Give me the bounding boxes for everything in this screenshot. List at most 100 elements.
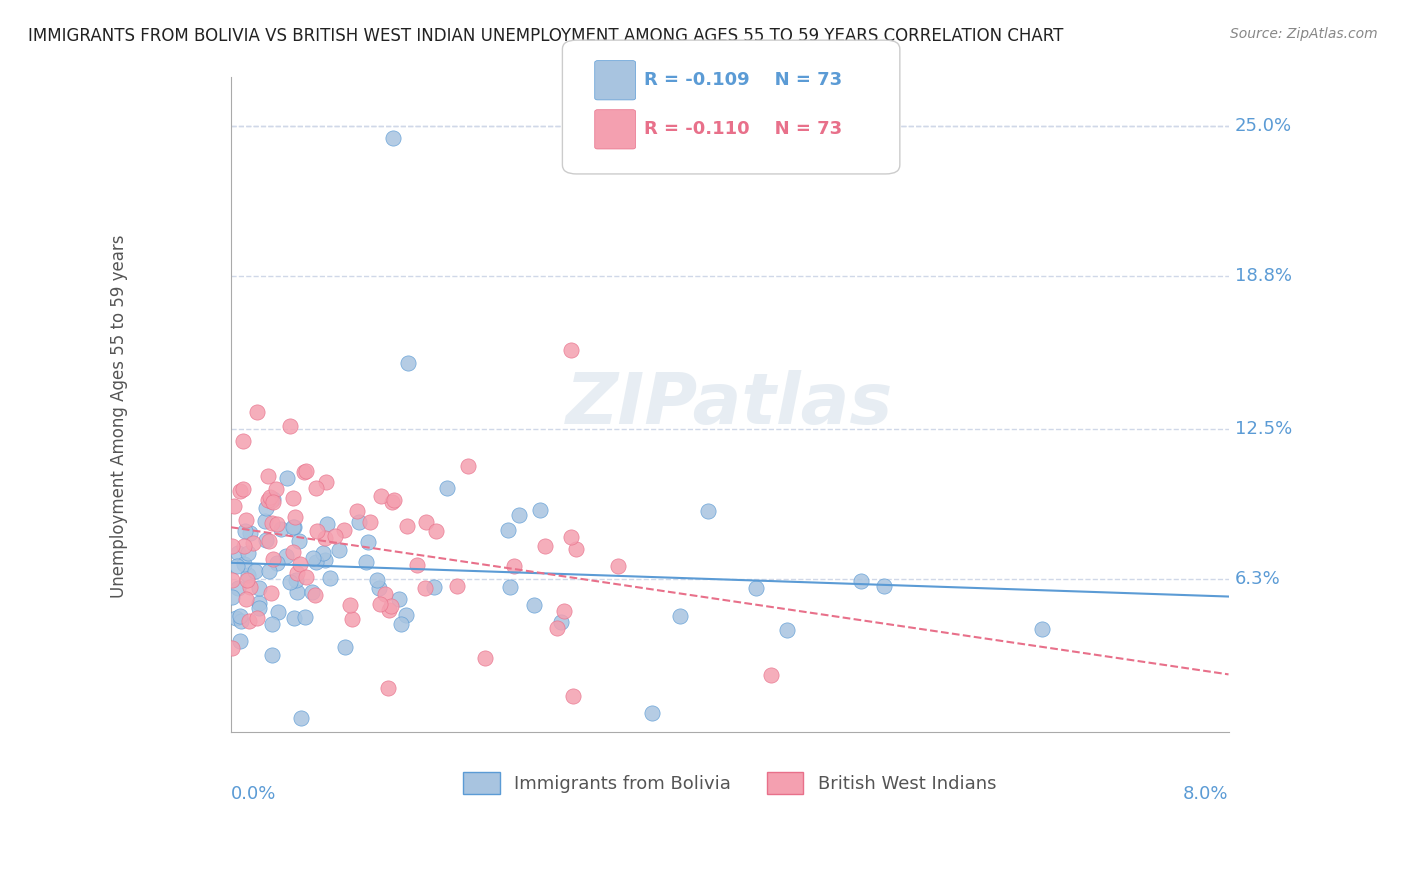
Point — [262, 494, 284, 508]
Point — [267, 605, 290, 619]
Point — [270, 522, 292, 536]
Point — [221, 640, 243, 655]
Point — [221, 573, 243, 587]
Point — [254, 501, 277, 516]
Point — [382, 131, 405, 145]
Point — [396, 519, 419, 533]
Point — [283, 545, 305, 559]
Legend: Immigrants from Bolivia, British West Indians: Immigrants from Bolivia, British West In… — [456, 764, 1004, 801]
Point — [305, 481, 328, 495]
Text: IMMIGRANTS FROM BOLIVIA VS BRITISH WEST INDIAN UNEMPLOYMENT AMONG AGES 55 TO 59 : IMMIGRANTS FROM BOLIVIA VS BRITISH WEST … — [28, 27, 1063, 45]
Point — [474, 651, 496, 665]
Point — [238, 614, 260, 628]
Text: 6.3%: 6.3% — [1234, 570, 1281, 588]
Point — [333, 523, 356, 537]
Point — [232, 557, 254, 571]
Text: Unemployment Among Ages 55 to 59 years: Unemployment Among Ages 55 to 59 years — [110, 235, 128, 599]
Point — [283, 520, 305, 534]
Point — [305, 524, 328, 538]
Point — [284, 574, 307, 588]
Point — [253, 514, 276, 528]
Point — [319, 571, 342, 585]
Point — [374, 587, 396, 601]
Point — [259, 490, 281, 504]
Point — [354, 555, 377, 569]
Point — [560, 530, 582, 544]
Point — [232, 434, 254, 448]
Point — [333, 640, 356, 654]
Point — [396, 356, 419, 370]
Point — [221, 590, 243, 604]
Point — [388, 591, 411, 606]
Point — [235, 524, 257, 538]
Point — [288, 557, 311, 571]
Point — [395, 607, 418, 622]
Point — [292, 465, 315, 479]
Point — [235, 513, 257, 527]
Point — [238, 546, 260, 560]
Point — [508, 508, 530, 522]
Text: 0.0%: 0.0% — [231, 785, 277, 803]
Point — [377, 681, 399, 695]
Point — [226, 559, 249, 574]
Point — [606, 558, 628, 573]
Point — [378, 602, 401, 616]
Point — [315, 516, 337, 531]
Point — [301, 585, 323, 599]
Point — [776, 623, 799, 637]
Point — [260, 494, 283, 508]
Point — [221, 539, 243, 553]
Point — [499, 580, 522, 594]
Point — [304, 588, 326, 602]
Point — [246, 405, 269, 419]
Point — [257, 533, 280, 548]
Point — [328, 542, 350, 557]
Point — [565, 541, 588, 556]
Text: Source: ZipAtlas.com: Source: ZipAtlas.com — [1230, 27, 1378, 41]
Point — [295, 464, 318, 478]
Point — [228, 608, 250, 623]
Point — [380, 599, 402, 613]
Point — [423, 580, 446, 594]
Point — [406, 558, 429, 573]
Point — [226, 581, 249, 595]
Point — [247, 581, 270, 595]
Text: R = -0.110    N = 73: R = -0.110 N = 73 — [644, 120, 842, 138]
Point — [266, 516, 288, 531]
Point — [368, 582, 391, 596]
Point — [294, 570, 316, 584]
Point — [281, 520, 304, 534]
Point — [346, 503, 368, 517]
Point — [340, 611, 363, 625]
Point — [247, 596, 270, 610]
Point — [288, 533, 311, 548]
Point — [260, 648, 283, 663]
Point — [257, 564, 280, 578]
Point — [534, 540, 557, 554]
Point — [496, 524, 519, 538]
Point — [370, 489, 392, 503]
Point — [366, 573, 388, 587]
Point — [276, 471, 298, 485]
Point — [315, 475, 337, 490]
Point — [325, 528, 347, 542]
Point — [281, 491, 304, 505]
Point — [260, 586, 283, 600]
Point — [523, 598, 546, 612]
Point — [347, 515, 370, 529]
Point — [264, 482, 287, 496]
Point — [285, 566, 308, 580]
Point — [235, 592, 257, 607]
Text: 18.8%: 18.8% — [1234, 267, 1292, 285]
Point — [229, 634, 252, 648]
Point — [226, 545, 249, 559]
Text: 12.5%: 12.5% — [1234, 420, 1292, 438]
Point — [851, 574, 873, 588]
Point — [257, 469, 280, 483]
Point — [302, 550, 325, 565]
Text: 8.0%: 8.0% — [1182, 785, 1229, 803]
Point — [314, 531, 336, 545]
Point — [247, 601, 270, 615]
Point — [436, 481, 458, 495]
Point — [415, 515, 437, 529]
